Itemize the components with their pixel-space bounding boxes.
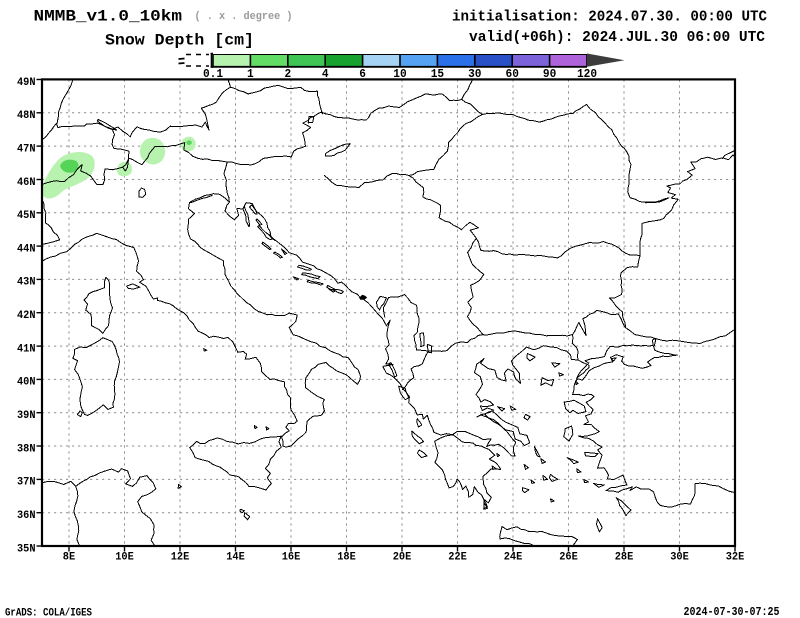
svg-text:36N: 36N — [17, 510, 36, 522]
svg-text:10E: 10E — [115, 552, 134, 564]
svg-text:2: 2 — [284, 67, 291, 81]
svg-text:30E: 30E — [670, 552, 689, 564]
svg-text:49N: 49N — [17, 77, 36, 89]
svg-text:40N: 40N — [17, 377, 36, 389]
svg-text:4: 4 — [322, 67, 329, 81]
svg-text:( . x . degree ): ( . x . degree ) — [195, 11, 293, 23]
svg-text:41N: 41N — [17, 343, 36, 355]
svg-text:16E: 16E — [282, 552, 301, 564]
svg-text:8E: 8E — [63, 552, 76, 564]
svg-text:32E: 32E — [726, 552, 745, 564]
svg-text:24E: 24E — [504, 552, 523, 564]
svg-text:10: 10 — [393, 67, 406, 81]
svg-text:GrADS: COLA/IGES: GrADS: COLA/IGES — [5, 608, 92, 618]
svg-text:1: 1 — [247, 67, 254, 81]
svg-text:20E: 20E — [393, 552, 412, 564]
svg-text:26E: 26E — [559, 552, 578, 564]
svg-text:initialisation: 2024.07.30. 0: initialisation: 2024.07.30. 00:00 UTC — [452, 10, 767, 26]
svg-text:60: 60 — [506, 67, 519, 81]
svg-text:30: 30 — [468, 67, 481, 81]
svg-text:12E: 12E — [171, 552, 190, 564]
svg-text:valid(+06h): 2024.JUL.30 06:00: valid(+06h): 2024.JUL.30 06:00 UTC — [469, 30, 765, 46]
svg-text:43N: 43N — [17, 277, 36, 289]
svg-text:46N: 46N — [17, 177, 36, 189]
svg-text:2024-07-30-07:25: 2024-07-30-07:25 — [684, 605, 780, 618]
svg-text:120: 120 — [577, 67, 597, 81]
svg-text:37N: 37N — [17, 477, 36, 489]
svg-text:NMMB_v1.0_10km: NMMB_v1.0_10km — [34, 8, 183, 26]
svg-text:18E: 18E — [337, 552, 356, 564]
svg-text:47N: 47N — [17, 143, 36, 155]
svg-text:42N: 42N — [17, 310, 36, 322]
svg-text:Snow Depth [cm]: Snow Depth [cm] — [105, 32, 254, 50]
svg-text:28E: 28E — [615, 552, 634, 564]
svg-text:45N: 45N — [17, 210, 36, 222]
svg-text:14E: 14E — [226, 552, 245, 564]
svg-text:44N: 44N — [17, 243, 36, 255]
svg-text:39N: 39N — [17, 410, 36, 422]
svg-text:38N: 38N — [17, 443, 36, 455]
svg-text:0.1: 0.1 — [203, 67, 223, 81]
svg-text:35N: 35N — [17, 543, 36, 555]
svg-text:48N: 48N — [17, 110, 36, 122]
svg-text:6: 6 — [359, 67, 366, 81]
svg-text:15: 15 — [431, 67, 444, 81]
svg-text:90: 90 — [543, 67, 556, 81]
svg-text:22E: 22E — [448, 552, 467, 564]
